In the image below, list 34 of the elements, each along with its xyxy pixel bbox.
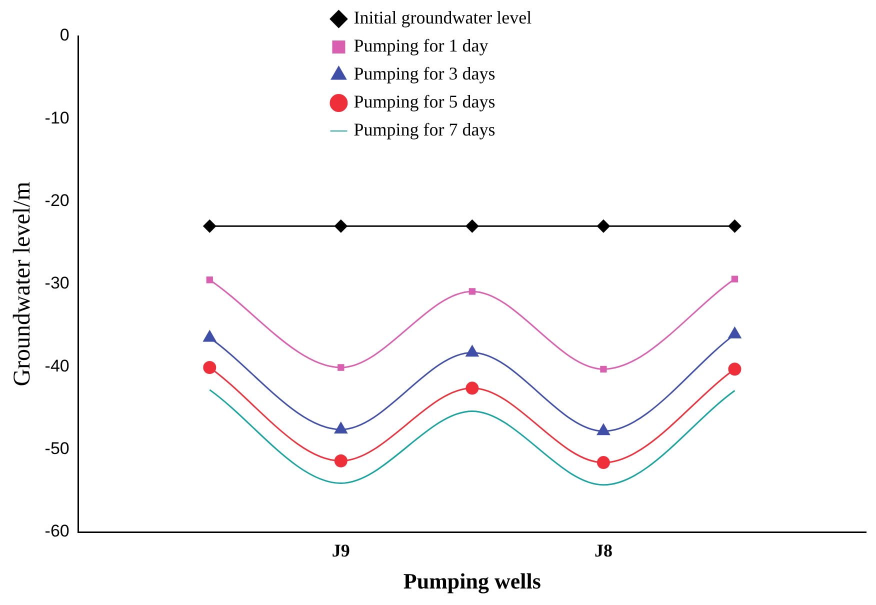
line-series	[208, 389, 736, 486]
point	[731, 276, 738, 282]
y-tick-label: 0	[60, 26, 70, 45]
legend-label: Pumping for 5 days	[354, 92, 496, 112]
point	[728, 362, 742, 376]
y-tick-label: -10	[44, 108, 70, 128]
point	[468, 288, 476, 295]
point	[334, 220, 348, 233]
point	[728, 220, 742, 233]
y-axis-title: Groundwater level/m	[10, 181, 36, 386]
y-tick-label: -60	[44, 522, 70, 541]
legend-label: Pumping for 1 day	[354, 36, 488, 56]
y-tick-label: -40	[44, 356, 70, 376]
point	[596, 220, 610, 233]
point	[596, 456, 610, 470]
point	[596, 424, 610, 436]
x-axis-title: Pumping wells	[403, 568, 542, 594]
y-tick-label: -50	[44, 439, 70, 458]
legend-label: Pumping for 3 days	[354, 64, 496, 84]
point	[466, 382, 479, 395]
legend-label: Initial groundwater level	[354, 8, 532, 28]
x-tick-label: J8	[594, 540, 612, 560]
y-tick-label: -30	[44, 274, 70, 293]
point	[600, 366, 607, 372]
point	[206, 276, 213, 284]
point	[203, 360, 216, 374]
y-tick-label: -20	[44, 191, 70, 210]
point	[334, 454, 348, 468]
point	[466, 345, 479, 357]
point	[338, 364, 344, 371]
x-tick-label: J9	[332, 540, 350, 560]
point	[466, 220, 479, 233]
legend-label: Pumping for 7 days	[354, 120, 496, 140]
point	[203, 220, 216, 233]
